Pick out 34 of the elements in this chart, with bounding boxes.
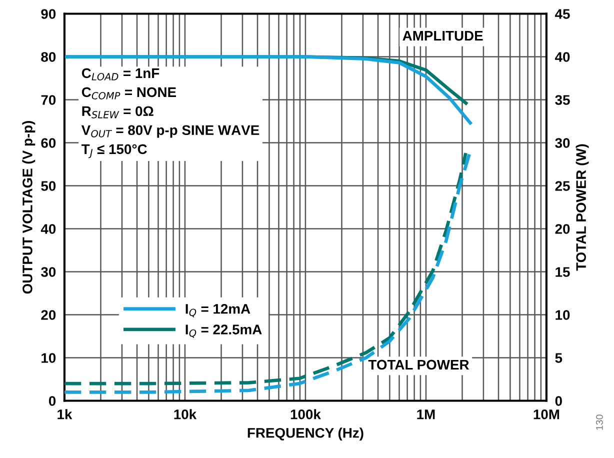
y-tick-label: 0 (48, 396, 56, 406)
x-axis-title: FREQUENCY (Hz) (248, 428, 364, 441)
y-axis-title: OUTPUT VOLTAGE (V p-p) (22, 121, 36, 294)
x-tick-label: 10k (174, 409, 197, 420)
y-tick-label: 80 (41, 52, 56, 62)
y2-tick-label: 25 (555, 181, 570, 191)
y2-tick-label: 20 (555, 224, 570, 234)
y-tick-label: 30 (41, 267, 56, 277)
y-tick-label: 70 (41, 95, 56, 105)
x-tick-label: 1M (417, 410, 435, 420)
annotation: AMPLITUDE (402, 30, 483, 41)
text: 130 (596, 414, 603, 430)
y-tick-label: 40 (40, 224, 56, 234)
y-tick-label: 10 (42, 353, 56, 363)
y2-axis-title: TOTAL POWER (W) (576, 144, 589, 271)
x-tick-label: 100k (290, 409, 321, 420)
y2-tick-label: 30 (555, 138, 570, 148)
y2-tick-label: 15 (556, 267, 570, 277)
y-tick-label: 60 (41, 138, 56, 148)
y-tick-label: 20 (41, 310, 56, 320)
legend-label: I$_{Q}$ = 12mA (186, 304, 250, 318)
y-tick-label: 90 (41, 9, 56, 19)
y2-tick-label: 40 (555, 52, 570, 62)
legend-label: I$_{Q}$ = 22.5mA (186, 324, 262, 338)
text: C$_{LOAD}$ = 1nF C$_{COMP}$ = NONE R$_{SLEW}$ = 0Ω V$_{OUT}$ = 80V p-p SINE WAVE T$_{J}$ ≤ 150°C (81, 68, 260, 158)
y2-tick-label: 45 (555, 9, 570, 19)
y2-tick-label: 0 (555, 396, 562, 406)
x-tick-label: 1k (58, 409, 72, 420)
y-tick-label: 50 (41, 181, 56, 191)
y2-tick-label: 5 (555, 353, 562, 363)
x-tick-label: 10M (534, 409, 560, 420)
y2-tick-label: 10 (556, 310, 570, 320)
annotation: TOTAL POWER (368, 360, 469, 370)
y2-tick-label: 35 (555, 95, 570, 105)
